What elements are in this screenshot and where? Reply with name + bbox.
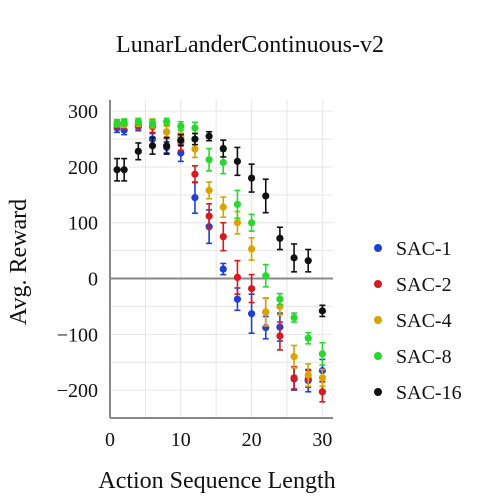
data-point	[191, 124, 199, 132]
legend: SAC-1 SAC-2 SAC-4 SAC-8 SAC-16	[374, 238, 462, 404]
x-tick-label: 0	[105, 429, 115, 451]
data-point	[276, 234, 284, 242]
data-point	[120, 166, 128, 174]
data-point	[205, 132, 213, 140]
tick-labels: 0 10 20 30 −200 −100 0 100 200 300	[57, 101, 333, 451]
y-tick-label: 200	[68, 157, 98, 179]
data-point	[113, 166, 121, 174]
data-point	[163, 128, 171, 136]
data-point	[318, 388, 326, 396]
data-point	[191, 170, 199, 178]
data-point	[134, 147, 142, 155]
legend-label: SAC-4	[396, 310, 452, 332]
y-axis-label: Avg. Reward	[6, 199, 32, 325]
data-point	[191, 135, 199, 143]
data-point	[290, 313, 298, 322]
data-point	[120, 118, 128, 126]
data-series	[113, 117, 326, 403]
data-point	[290, 374, 298, 382]
data-point	[219, 144, 227, 153]
data-point	[233, 200, 242, 208]
y-tick-label: −100	[57, 324, 98, 346]
data-point	[177, 149, 185, 157]
data-point	[113, 119, 121, 127]
data-point	[262, 192, 270, 200]
data-point	[304, 334, 312, 342]
data-point	[219, 203, 227, 211]
data-point	[276, 295, 284, 303]
data-point	[247, 219, 256, 227]
legend-label: SAC-16	[396, 382, 462, 404]
data-point	[247, 245, 256, 253]
data-point	[247, 174, 256, 182]
data-point	[191, 194, 199, 202]
data-point	[219, 233, 227, 241]
data-point	[247, 310, 256, 318]
data-point	[262, 308, 270, 316]
x-tick-label: 30	[312, 429, 332, 451]
legend-marker	[374, 280, 382, 288]
data-point	[233, 273, 242, 282]
y-tick-label: 100	[68, 213, 98, 235]
y-tick-label: 300	[68, 101, 98, 123]
legend-marker	[374, 388, 382, 396]
data-point	[205, 156, 213, 164]
data-point	[177, 122, 185, 130]
x-tick-label: 10	[171, 429, 191, 451]
data-point	[290, 254, 298, 262]
data-point	[304, 257, 312, 265]
data-point	[134, 118, 142, 126]
data-point	[219, 158, 227, 167]
data-point	[163, 118, 171, 126]
y-tick-label: 0	[88, 269, 98, 291]
data-point	[233, 219, 242, 227]
data-point	[163, 142, 171, 150]
legend-marker	[374, 244, 382, 252]
data-point	[233, 157, 242, 165]
data-point	[247, 284, 256, 293]
data-point	[205, 212, 213, 220]
data-point	[318, 374, 326, 382]
legend-label: SAC-2	[396, 274, 452, 296]
data-point	[290, 353, 298, 361]
legend-label: SAC-1	[396, 238, 452, 260]
data-point	[318, 307, 326, 315]
data-point	[318, 350, 326, 358]
data-point	[148, 142, 157, 150]
series-sac-16	[113, 131, 326, 318]
data-point	[276, 332, 284, 340]
chart-title: LunarLanderContinuous-v2	[116, 32, 384, 58]
legend-marker	[374, 352, 382, 360]
legend-marker	[374, 316, 382, 324]
data-point	[219, 265, 227, 273]
y-tick-label: −200	[57, 380, 98, 402]
x-tick-label: 20	[242, 429, 262, 451]
data-point	[233, 295, 242, 303]
legend-label: SAC-8	[396, 346, 452, 368]
axes	[109, 100, 333, 419]
data-point	[205, 186, 213, 194]
data-point	[262, 272, 270, 280]
data-point	[148, 119, 157, 127]
series-sac-8	[113, 117, 326, 366]
data-point	[191, 145, 199, 153]
x-axis-label: Action Sequence Length	[98, 468, 335, 494]
data-point	[304, 371, 312, 379]
data-point	[177, 136, 185, 144]
